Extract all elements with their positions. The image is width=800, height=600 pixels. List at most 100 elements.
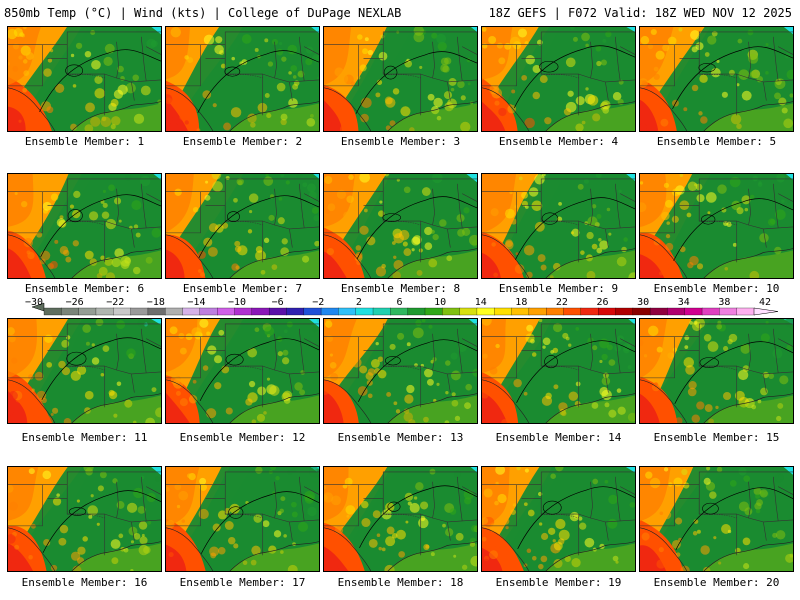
colorbar-swatch bbox=[701, 307, 721, 316]
colorbar-tick-label: −10 bbox=[228, 297, 247, 308]
colorbar-swatch bbox=[407, 307, 426, 316]
colorbar-tick-label: 30 bbox=[637, 297, 650, 308]
colorbar-swatch bbox=[563, 307, 582, 316]
colorbar-swatch bbox=[43, 307, 62, 316]
colorbar-tick-label: 18 bbox=[515, 297, 528, 308]
colorbar-swatch bbox=[649, 307, 669, 316]
colorbar-swatch bbox=[355, 307, 374, 316]
colorbar-swatch bbox=[338, 307, 357, 316]
colorbar-tick-label: 34 bbox=[677, 297, 690, 308]
ensemble-map-panel bbox=[7, 26, 162, 132]
colorbar-tick-label: 42 bbox=[758, 297, 772, 308]
ensemble-map-panel bbox=[165, 466, 320, 572]
ensemble-member-label: Ensemble Member: 12 bbox=[179, 431, 306, 444]
ensemble-map-panel bbox=[481, 318, 636, 424]
ensemble-member-label: Ensemble Member: 18 bbox=[337, 576, 464, 589]
colorbar-swatch bbox=[424, 307, 443, 316]
ensemble-member-label: Ensemble Member: 14 bbox=[495, 431, 622, 444]
ensemble-member-label: Ensemble Member: 4 bbox=[498, 135, 619, 148]
colorbar-swatch bbox=[580, 307, 599, 316]
colorbar-swatch bbox=[528, 307, 547, 316]
colorbar-swatch bbox=[165, 307, 184, 316]
colorbar-tick-label: −2 bbox=[312, 297, 325, 308]
ensemble-map-panel bbox=[323, 26, 478, 132]
colorbar-swatch bbox=[320, 307, 340, 316]
colorbar-tick-label: −30 bbox=[24, 297, 44, 308]
ensemble-map-panel bbox=[165, 173, 320, 279]
ensemble-map-panel bbox=[165, 318, 320, 424]
colorbar-swatch bbox=[303, 307, 322, 316]
colorbar-swatch bbox=[199, 307, 218, 316]
ensemble-map-panel bbox=[639, 466, 794, 572]
colorbar-tick-label: 2 bbox=[355, 297, 362, 308]
ensemble-member-label: Ensemble Member: 7 bbox=[182, 282, 303, 295]
ensemble-member-label: Ensemble Member: 1 bbox=[24, 135, 145, 148]
colorbar-swatch bbox=[182, 307, 201, 316]
colorbar-tick-label: 22 bbox=[555, 297, 568, 308]
ensemble-member-label: Ensemble Member: 16 bbox=[21, 576, 148, 589]
colorbar-swatch bbox=[615, 307, 634, 316]
model-run-info: 18Z GEFS | F072 Valid: 18Z WED NOV 12 20… bbox=[488, 6, 792, 20]
colorbar-swatch bbox=[234, 307, 253, 316]
ensemble-member-label: Ensemble Member: 5 bbox=[656, 135, 777, 148]
ensemble-map-panel bbox=[639, 173, 794, 279]
ensemble-map-panel bbox=[481, 173, 636, 279]
colorbar-tick-label: −14 bbox=[187, 297, 206, 308]
colorbar-swatch bbox=[130, 307, 149, 316]
ensemble-member-label: Ensemble Member: 8 bbox=[340, 282, 461, 295]
colorbar-tick-label: 38 bbox=[718, 297, 731, 308]
colorbar-swatch bbox=[268, 307, 288, 316]
colorbar-swatch bbox=[113, 307, 132, 316]
ensemble-map-panel bbox=[7, 173, 162, 279]
ensemble-member-label: Ensemble Member: 15 bbox=[653, 431, 780, 444]
colorbar-swatch bbox=[511, 307, 530, 316]
ensemble-member-label: Ensemble Member: 17 bbox=[179, 576, 306, 589]
colorbar-swatch bbox=[684, 307, 703, 316]
colorbar-tick-label: −18 bbox=[146, 297, 165, 308]
colorbar-swatch bbox=[598, 307, 617, 316]
ensemble-member-label: Ensemble Member: 19 bbox=[495, 576, 622, 589]
colorbar-swatch bbox=[217, 307, 236, 316]
colorbar-tick-label: −22 bbox=[106, 297, 125, 308]
colorbar-swatch bbox=[251, 307, 270, 316]
colorbar-tick-label: 10 bbox=[434, 297, 447, 308]
ensemble-member-label: Ensemble Member: 2 bbox=[182, 135, 303, 148]
ensemble-member-label: Ensemble Member: 10 bbox=[653, 282, 780, 295]
ensemble-member-label: Ensemble Member: 13 bbox=[337, 431, 464, 444]
ensemble-map-panel bbox=[323, 173, 478, 279]
ensemble-map-panel bbox=[639, 26, 794, 132]
ensemble-map-panel bbox=[481, 466, 636, 572]
colorbar-right-arrow bbox=[753, 307, 779, 316]
colorbar-swatch bbox=[459, 307, 478, 316]
colorbar-swatch bbox=[494, 307, 513, 316]
ensemble-map-panel bbox=[323, 318, 478, 424]
ensemble-member-label: Ensemble Member: 3 bbox=[340, 135, 461, 148]
colorbar-tick-label: −6 bbox=[271, 297, 284, 308]
colorbar-swatch bbox=[78, 307, 97, 316]
ensemble-member-label: Ensemble Member: 11 bbox=[21, 431, 148, 444]
ensemble-map-panel bbox=[481, 26, 636, 132]
colorbar-tick-label: 6 bbox=[396, 297, 403, 308]
ensemble-map-panel bbox=[639, 318, 794, 424]
map-title: 850mb Temp (°C) | Wind (kts) | College o… bbox=[4, 6, 402, 20]
colorbar-swatch bbox=[390, 307, 409, 316]
colorbar-swatch bbox=[442, 307, 461, 316]
colorbar-swatch bbox=[736, 307, 755, 316]
colorbar-swatch bbox=[95, 307, 114, 316]
ensemble-map-panel bbox=[323, 466, 478, 572]
colorbar-tick-label: 26 bbox=[596, 297, 609, 308]
colorbar-swatch bbox=[667, 307, 686, 316]
colorbar-swatch bbox=[286, 307, 305, 316]
temperature-colorbar bbox=[31, 302, 779, 316]
ensemble-member-label: Ensemble Member: 9 bbox=[498, 282, 619, 295]
colorbar-swatch bbox=[719, 307, 738, 316]
colorbar-swatch bbox=[476, 307, 495, 316]
colorbar-swatch bbox=[546, 307, 565, 316]
ensemble-member-label: Ensemble Member: 6 bbox=[24, 282, 145, 295]
colorbar-swatch bbox=[147, 307, 166, 316]
ensemble-member-label: Ensemble Member: 20 bbox=[653, 576, 780, 589]
colorbar-tick-label: 14 bbox=[474, 297, 487, 308]
colorbar-tick-label: −26 bbox=[65, 297, 84, 308]
colorbar-left-arrow bbox=[31, 302, 45, 312]
ensemble-map-panel bbox=[7, 318, 162, 424]
